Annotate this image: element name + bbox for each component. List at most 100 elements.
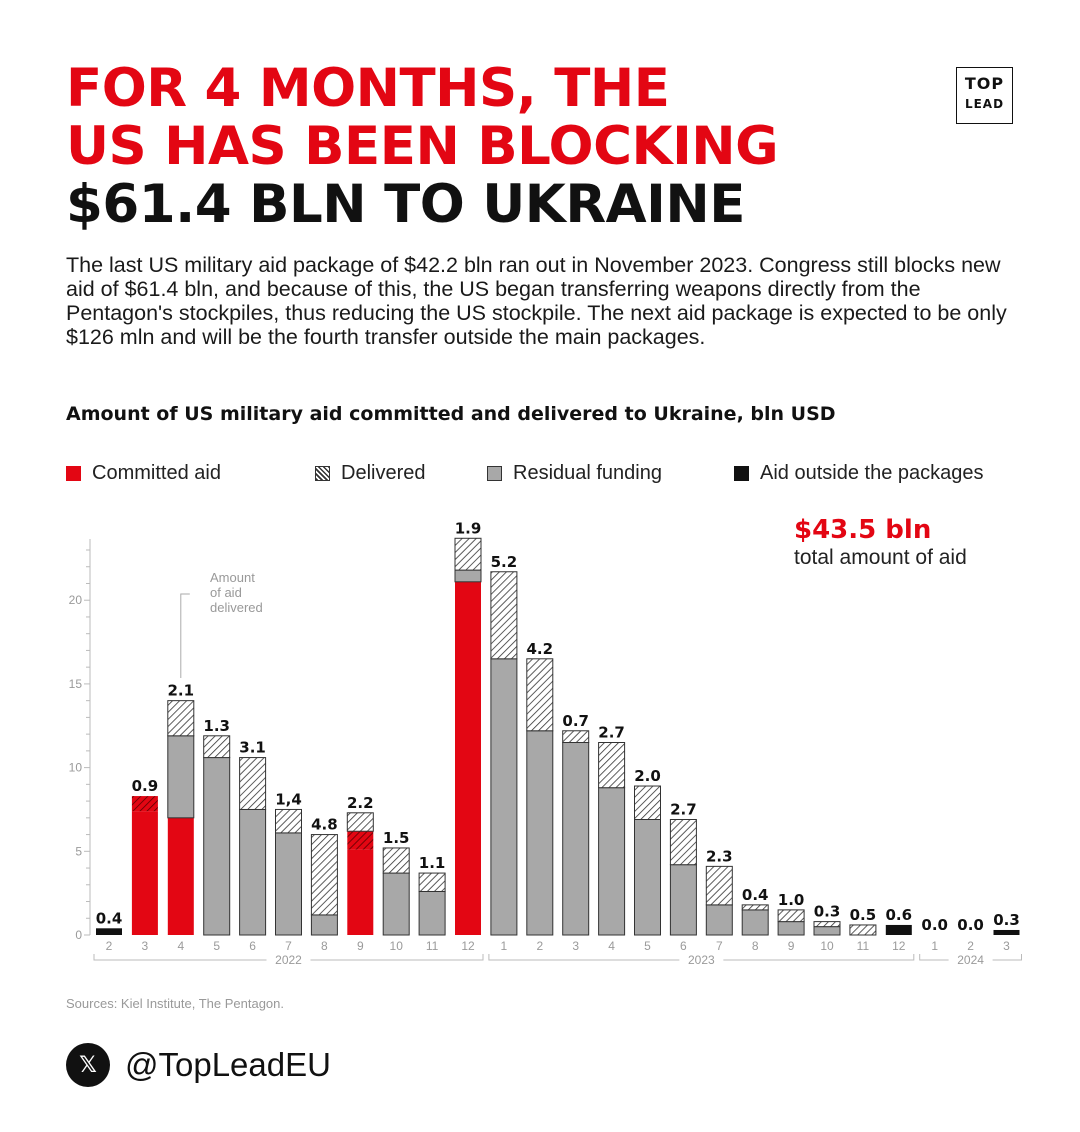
- bar-segment-residual: [741, 909, 769, 936]
- bar-value-label: 0.5: [850, 906, 877, 924]
- bar-segment-residual: [634, 819, 661, 936]
- x-tick-label: 10: [390, 939, 404, 953]
- bar-segment-outside: [885, 924, 912, 935]
- bar-segment-residual: [813, 926, 841, 936]
- legend-swatch-committed: [66, 466, 81, 481]
- legend-item-residual: Residual funding: [487, 462, 662, 485]
- aid-bar-chart: 051015200.420.932.141.353.161,474.882.29…: [69, 519, 1022, 967]
- bar-segment-delivered: [669, 819, 697, 866]
- x-tick-label: 3: [1003, 939, 1010, 953]
- headline-line-1: FOR 4 MONTHS, THE: [66, 58, 670, 119]
- bar-value-label: 0.6: [886, 906, 913, 924]
- bar-segment-delivered: [562, 730, 590, 743]
- x-tick-label: 8: [752, 939, 759, 953]
- y-tick-label: 5: [75, 844, 82, 858]
- bar-segment-residual: [598, 787, 626, 936]
- headline: FOR 4 MONTHS, THE US HAS BEEN BLOCKING $…: [66, 60, 886, 234]
- legend-swatch-outside: [734, 466, 749, 481]
- headline-line-2: US HAS BEEN BLOCKING: [66, 116, 779, 177]
- legend-label-delivered: Delivered: [341, 462, 426, 484]
- annotation-text: Amount: [210, 570, 255, 585]
- bar-value-label: 0.9: [132, 777, 159, 795]
- y-tick-label: 15: [69, 677, 83, 691]
- chart-plot-area: 051015200.420.932.141.353.161,474.882.29…: [69, 519, 1022, 967]
- x-tick-label: 8: [321, 939, 328, 953]
- x-tick-label: 3: [142, 939, 149, 953]
- bar-segment-delivered: [490, 571, 518, 660]
- bar-segment-committed_delivered: [347, 831, 374, 850]
- social-handle-row[interactable]: 𝕏 @TopLeadEU: [66, 1043, 331, 1087]
- bar-value-label: 1.9: [455, 519, 482, 537]
- x-tick-label: 9: [788, 939, 795, 953]
- bar-segment-residual: [562, 742, 590, 936]
- bar-segment-residual: [705, 904, 733, 936]
- logo-line-2: LEAD: [964, 97, 1005, 111]
- x-tick-label: 6: [680, 939, 687, 953]
- bar-segment-committed_delivered: [131, 796, 158, 812]
- year-label: 2023: [688, 953, 715, 967]
- bar-segment-delivered: [310, 834, 338, 916]
- y-tick-label: 0: [75, 928, 82, 942]
- year-label: 2022: [275, 953, 302, 967]
- bar-value-label: 0.3: [814, 903, 841, 921]
- x-tick-label: 4: [608, 939, 615, 953]
- legend-label-residual: Residual funding: [513, 462, 662, 484]
- bar-value-label: 4.2: [527, 640, 554, 658]
- bar-segment-delivered: [634, 785, 661, 820]
- legend-label-committed: Committed aid: [92, 462, 221, 484]
- annotation-leader-line: [180, 593, 190, 678]
- bar-value-label: 1.0: [778, 891, 805, 909]
- x-tick-label: 12: [892, 939, 906, 953]
- year-label-bg: [266, 952, 311, 966]
- x-tick-label: 11: [426, 939, 439, 953]
- bar-segment-delivered: [813, 921, 841, 928]
- bar-segment-delivered: [346, 812, 374, 832]
- bar-segment-committed: [347, 849, 374, 935]
- bar-segment-outside: [993, 929, 1020, 935]
- bar-segment-residual: [239, 808, 267, 936]
- bar-value-label: 1.1: [419, 854, 446, 872]
- x-tick-label: 11: [857, 939, 870, 953]
- logo-line-1: TOP: [964, 74, 1005, 93]
- bar-value-label: 0.0: [957, 916, 984, 934]
- bar-segment-delivered: [275, 808, 302, 834]
- headline-line-3: $61.4 BLN TO UKRAINE: [66, 174, 745, 235]
- bar-segment-residual: [454, 569, 482, 583]
- bar-value-label: 1,4: [275, 790, 302, 808]
- bar-segment-committed: [131, 811, 158, 935]
- bar-value-label: 2.3: [706, 847, 733, 865]
- social-handle[interactable]: @TopLeadEU: [125, 1046, 331, 1083]
- legend-swatch-residual: [487, 466, 502, 481]
- x-tick-label: 9: [357, 939, 364, 953]
- chart-title: Amount of US military aid committed and …: [66, 403, 836, 425]
- x-tick-label: 6: [249, 939, 256, 953]
- bar-segment-residual: [490, 658, 518, 936]
- bar-segment-residual: [526, 730, 554, 936]
- legend-item-committed: Committed aid: [66, 462, 221, 485]
- annotation-text: delivered: [210, 600, 263, 615]
- x-tick-label: 2: [536, 939, 543, 953]
- x-tick-label: 5: [644, 939, 651, 953]
- bar-value-label: 3.1: [239, 739, 266, 757]
- bar-value-label: 0.4: [742, 886, 769, 904]
- bar-segment-delivered: [849, 924, 877, 936]
- bar-segment-delivered: [239, 757, 267, 810]
- bar-segment-committed: [167, 817, 194, 935]
- bar-value-label: 1.3: [203, 717, 230, 735]
- x-tick-label: 1: [501, 939, 508, 953]
- y-tick-label: 20: [69, 593, 83, 607]
- x-tick-label: 7: [716, 939, 723, 953]
- x-tick-label: 2: [106, 939, 113, 953]
- bar-value-label: 5.2: [491, 553, 518, 571]
- x-logo-icon: 𝕏: [66, 1043, 110, 1087]
- x-tick-label: 3: [572, 939, 579, 953]
- bar-segment-residual: [382, 872, 410, 936]
- bar-value-label: 1.5: [383, 829, 410, 847]
- intro-paragraph: The last US military aid package of $42.…: [66, 253, 1007, 349]
- bar-segment-delivered: [167, 700, 195, 737]
- bar-value-label: 2.0: [634, 767, 661, 785]
- bar-segment-delivered: [454, 537, 482, 571]
- x-tick-label: 10: [820, 939, 834, 953]
- x-tick-label: 5: [213, 939, 220, 953]
- bar-segment-delivered: [705, 865, 733, 906]
